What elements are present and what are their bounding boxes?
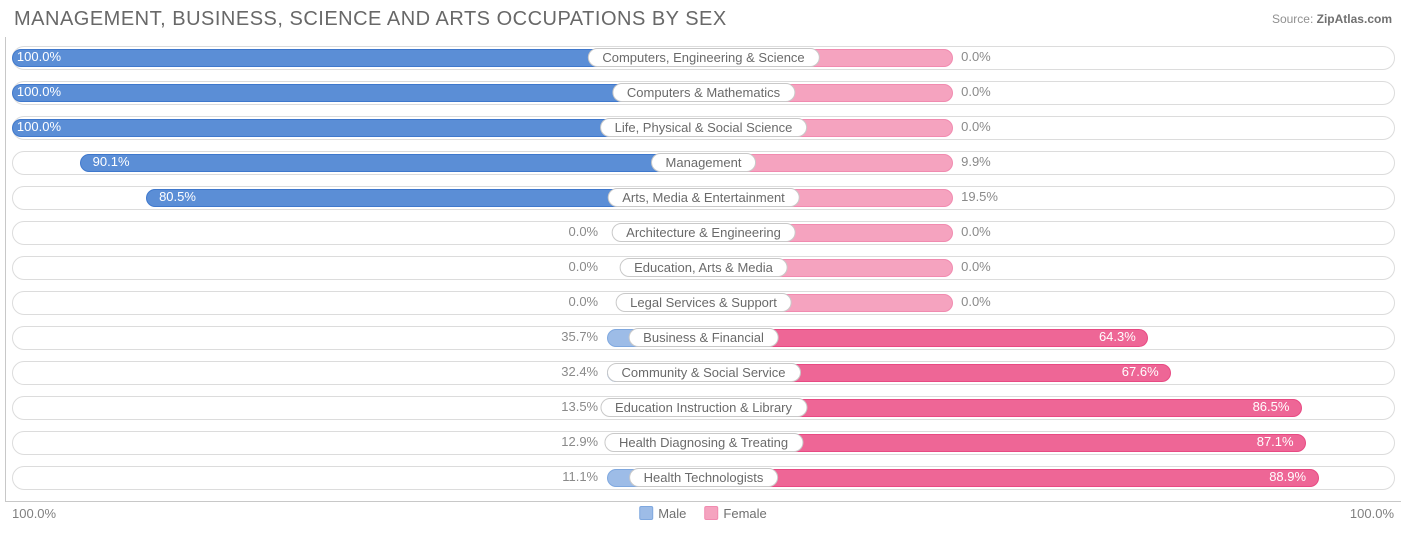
data-row: Life, Physical & Social Science 100.0% 0.0… — [12, 112, 1395, 144]
data-row: Legal Services & Support 0.0% 0.0% — [12, 287, 1395, 319]
female-pct: 88.9% — [1269, 469, 1306, 484]
male-pct: 35.7% — [561, 329, 598, 344]
female-pct: 0.0% — [961, 259, 991, 274]
female-pct: 0.0% — [961, 119, 991, 134]
data-row: Management 90.1% 9.9% — [12, 147, 1395, 179]
male-pct: 32.4% — [561, 364, 598, 379]
category-label: Computers & Mathematics — [612, 83, 795, 102]
category-label: Community & Social Service — [607, 363, 801, 382]
female-pct: 64.3% — [1099, 329, 1136, 344]
male-pct: 90.1% — [93, 154, 130, 169]
data-row: Business & Financial 35.7% 64.3% — [12, 322, 1395, 354]
legend-male-label: Male — [658, 506, 686, 521]
male-pct: 0.0% — [568, 294, 598, 309]
category-label: Legal Services & Support — [615, 293, 792, 312]
data-row: Computers & Mathematics 100.0% 0.0% — [12, 77, 1395, 109]
female-pct: 87.1% — [1257, 434, 1294, 449]
male-pct: 100.0% — [17, 49, 61, 64]
data-row: Education Instruction & Library13.5% 86.5… — [12, 392, 1395, 424]
data-row: Education, Arts & Media 0.0% 0.0% — [12, 252, 1395, 284]
female-swatch-icon — [704, 506, 718, 520]
female-bar — [704, 469, 1319, 487]
category-label: Business & Financial — [628, 328, 779, 347]
male-pct: 11.1% — [562, 469, 598, 484]
data-row: Community & Social Service 32.4% 67.6% — [12, 357, 1395, 389]
category-label: Health Diagnosing & Treating — [604, 433, 803, 452]
legend-male: Male — [639, 506, 686, 521]
source-attribution: Source: ZipAtlas.com — [1272, 8, 1392, 26]
data-row: Health Diagnosing & Treating 12.9% 87.1% — [12, 427, 1395, 459]
occupations-by-sex-chart: MANAGEMENT, BUSINESS, SCIENCE AND ARTS O… — [0, 0, 1406, 521]
female-pct: 67.6% — [1122, 364, 1159, 379]
source-label: Source: — [1272, 12, 1313, 26]
female-pct: 0.0% — [961, 84, 991, 99]
category-label: Management — [651, 153, 757, 172]
chart-title: MANAGEMENT, BUSINESS, SCIENCE AND ARTS O… — [14, 8, 727, 31]
axis-left-label: 100.0% — [12, 506, 56, 521]
data-row: Health Technologists 11.1% 88.9% — [12, 462, 1395, 494]
male-bar — [12, 84, 704, 102]
category-label: Education Instruction & Library — [600, 398, 807, 417]
plot-area: Computers, Engineering & Science 100.0% 0.… — [5, 37, 1401, 502]
male-pct: 80.5% — [159, 189, 196, 204]
female-pct: 9.9% — [961, 154, 991, 169]
category-label: Architecture & Engineering — [611, 223, 796, 242]
male-pct: 0.0% — [568, 224, 598, 239]
female-pct: 0.0% — [961, 294, 991, 309]
data-row: Computers, Engineering & Science 100.0% 0.… — [12, 42, 1395, 74]
source-name: ZipAtlas.com — [1317, 12, 1392, 26]
legend-female-label: Female — [723, 506, 766, 521]
category-label: Computers, Engineering & Science — [587, 48, 819, 67]
male-pct: 100.0% — [17, 119, 61, 134]
male-pct: 100.0% — [17, 84, 61, 99]
male-bar — [80, 154, 703, 172]
female-pct: 19.5% — [961, 189, 998, 204]
header-row: MANAGEMENT, BUSINESS, SCIENCE AND ARTS O… — [0, 0, 1406, 37]
female-pct: 86.5% — [1253, 399, 1290, 414]
category-label: Education, Arts & Media — [619, 258, 788, 277]
male-swatch-icon — [639, 506, 653, 520]
axis-right-label: 100.0% — [1350, 506, 1394, 521]
category-label: Arts, Media & Entertainment — [607, 188, 800, 207]
legend: Male Female — [639, 506, 767, 521]
female-pct: 0.0% — [961, 49, 991, 64]
category-label: Health Technologists — [629, 468, 779, 487]
female-pct: 0.0% — [961, 224, 991, 239]
male-pct: 12.9% — [561, 434, 598, 449]
category-label: Life, Physical & Social Science — [600, 118, 808, 137]
data-row: Architecture & Engineering 0.0% 0.0% — [12, 217, 1395, 249]
male-pct: 0.0% — [568, 259, 598, 274]
legend-female: Female — [704, 506, 766, 521]
axis-row: 100.0% Male Female 100.0% — [0, 502, 1406, 521]
data-row: Arts, Media & Entertainment 80.5% 19.5% — [12, 182, 1395, 214]
male-pct: 13.5% — [561, 399, 598, 414]
